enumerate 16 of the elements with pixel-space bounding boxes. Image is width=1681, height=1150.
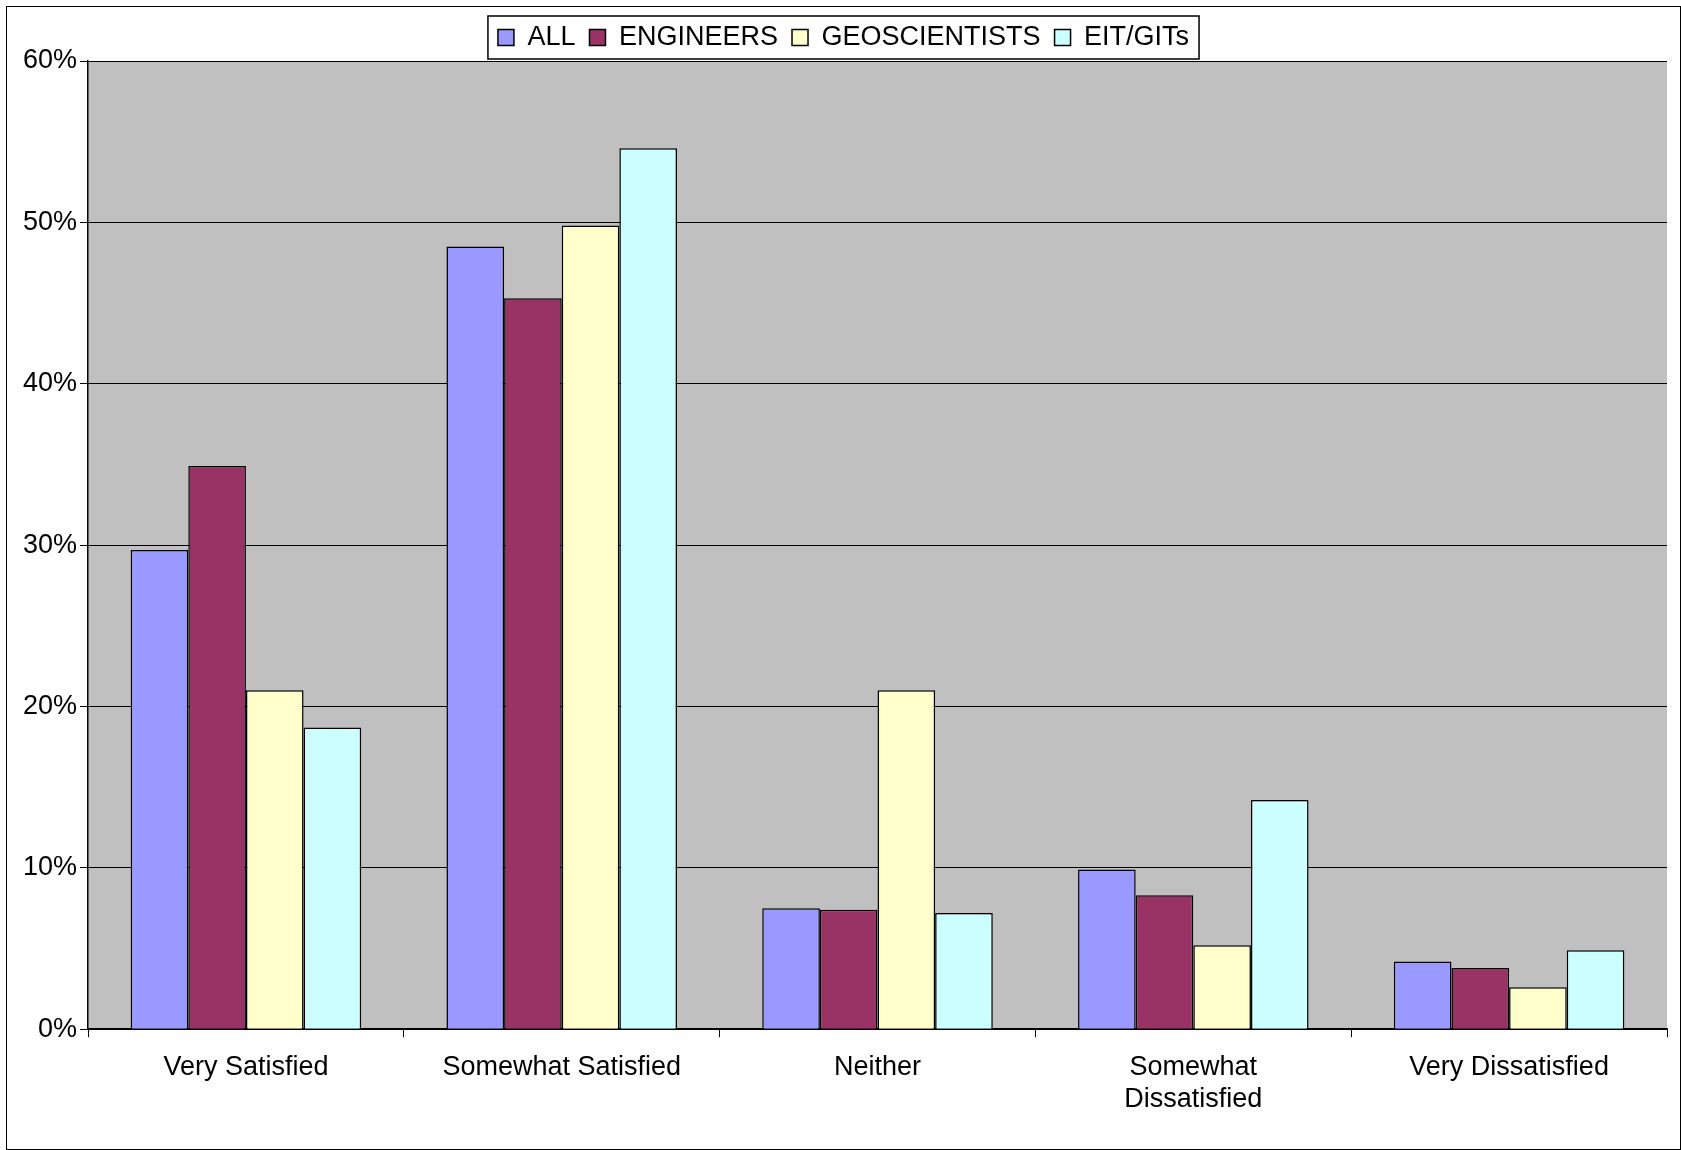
legend-label: ENGINEERS (618, 20, 779, 51)
y-tick-label: 40% (22, 367, 78, 398)
x-tick-label: Neither (834, 1050, 922, 1081)
legend-label: GEOSCIENTISTS (821, 20, 1041, 51)
y-tick-label: 60% (22, 44, 78, 75)
y-tick-label: 30% (22, 528, 78, 559)
x-tick-label: Very Satisfied (163, 1050, 329, 1081)
y-tick-label: 0% (38, 1012, 78, 1043)
legend-label: ALL (527, 20, 576, 51)
y-tick-label: 20% (22, 689, 78, 720)
y-tick-label: 50% (22, 205, 78, 236)
x-tick-label: Very Dissatisfied (1409, 1050, 1609, 1081)
legend-label: EIT/GITs (1084, 20, 1190, 51)
x-tick-label: Somewhat Dissatisfied (1124, 1050, 1263, 1114)
y-tick-label: 10% (22, 851, 78, 882)
x-tick-label: Somewhat Satisfied (442, 1050, 682, 1081)
